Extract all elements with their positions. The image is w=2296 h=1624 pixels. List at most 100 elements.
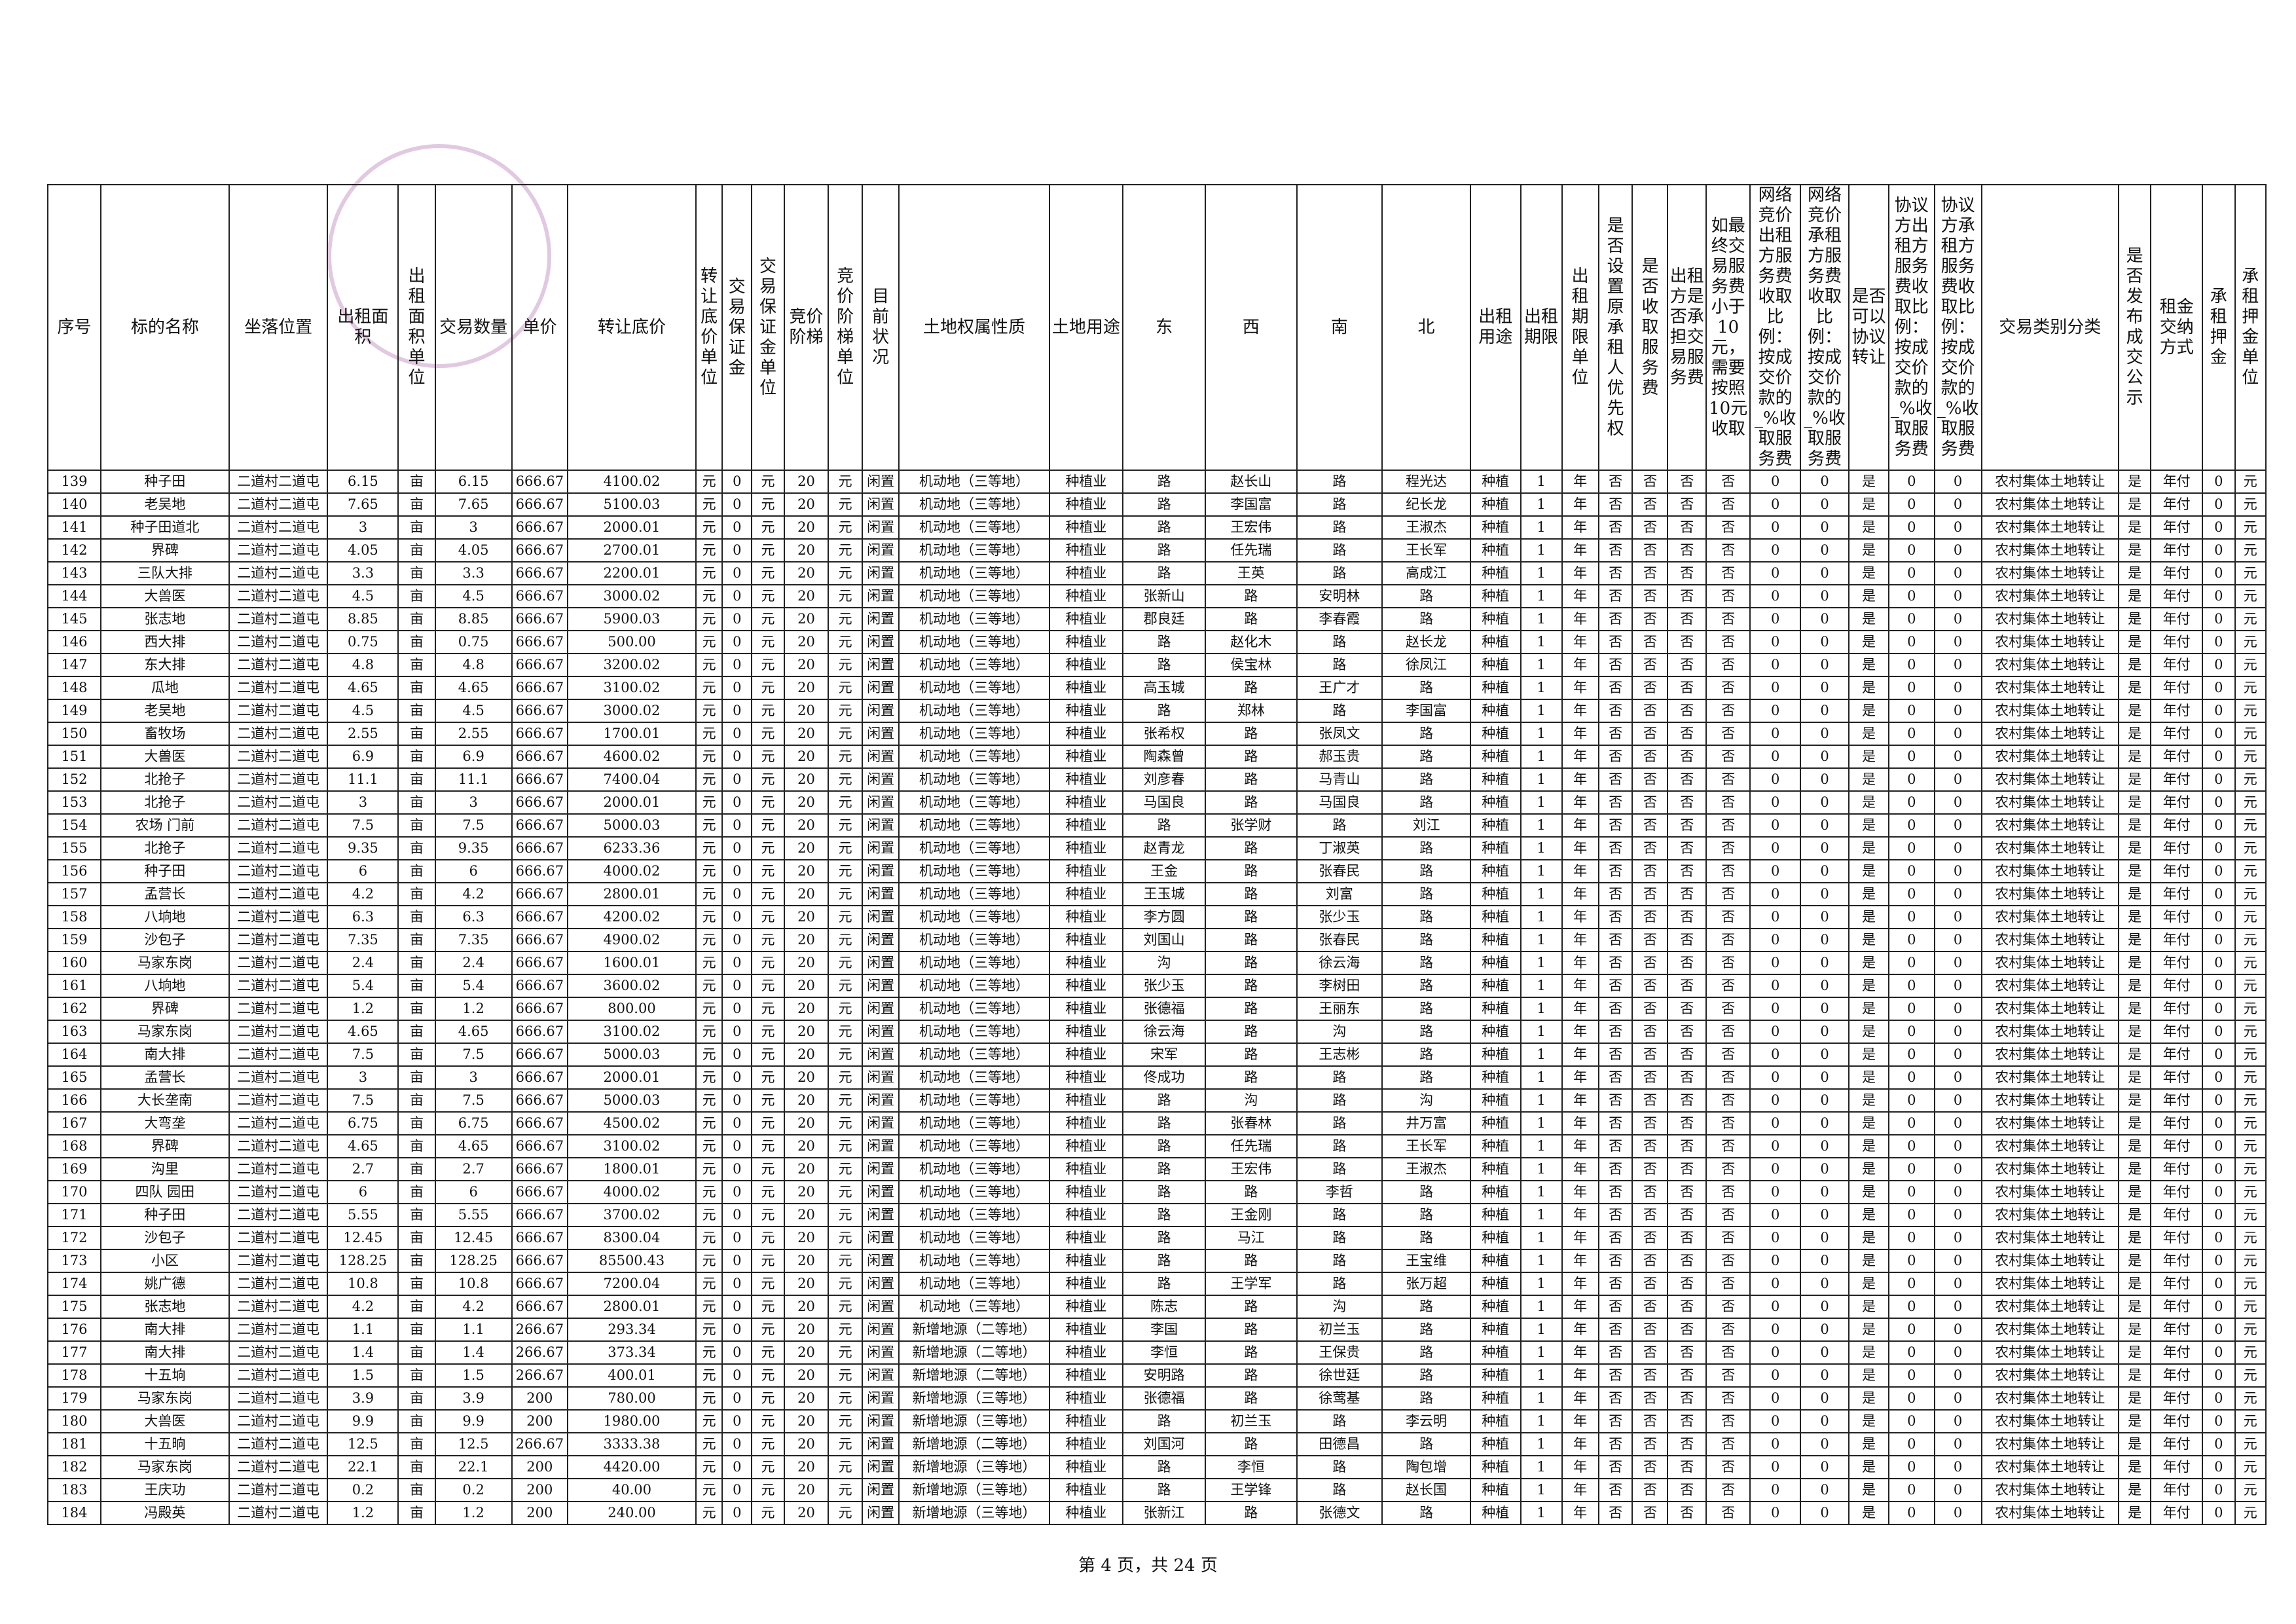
table-cell: 否: [1667, 1386, 1707, 1411]
table-cell: 张德文: [1296, 1501, 1383, 1525]
table-cell: 元: [828, 1386, 863, 1411]
table-cell: 666.67: [511, 722, 569, 746]
table-cell: 是: [2117, 1363, 2152, 1388]
table-cell: 0: [1749, 492, 1801, 517]
table-cell: 2.4: [327, 951, 399, 975]
table-cell: 7.5: [434, 1088, 513, 1113]
table-cell: 二道村二道屯: [228, 538, 329, 563]
table-cell: 元: [751, 1249, 785, 1273]
table-cell: 年: [1561, 1432, 1599, 1456]
table-row: 152 北抢子 二道村二道屯 11.1 亩 11.1 666.67 7400.04 元 0 元 20 元…: [47, 767, 2267, 792]
table-cell: 路: [1122, 1249, 1207, 1273]
table-cell: 否: [1667, 1134, 1707, 1158]
table-cell: 路: [1205, 584, 1298, 608]
table-cell: 否: [1597, 561, 1633, 585]
table-cell: 否: [1705, 1065, 1751, 1090]
table-cell: 3200.02: [567, 653, 697, 677]
table-cell: 是: [1848, 630, 1889, 654]
table-cell: 12.45: [434, 1226, 513, 1250]
table-row: 180 大兽医 二道村二道屯 9.9 亩 9.9 200 1980.00 元 0 元 20 元闲置 新增地…: [47, 1409, 2267, 1433]
table-cell: 农村集体土地转让: [1980, 882, 2119, 906]
table-cell: 0: [1749, 905, 1801, 929]
table-cell: 年: [1561, 836, 1599, 860]
table-cell: 0: [1933, 1249, 1982, 1273]
table-cell: 机动地（三等地）: [898, 584, 1050, 608]
table-cell: 否: [1705, 699, 1751, 723]
table-cell: 刘彦春: [1122, 767, 1207, 792]
table-cell: 二道村二道屯: [228, 1478, 329, 1502]
table-cell: 闲置: [861, 1432, 900, 1456]
table-cell: 亩: [397, 1020, 436, 1044]
table-cell: 是: [1848, 470, 1889, 494]
table-cell: 年付: [2150, 492, 2204, 517]
table-cell: 154: [47, 813, 101, 838]
table-cell: 闲置: [861, 745, 900, 769]
table-cell: 4.05: [327, 538, 399, 563]
table-cell: 6: [434, 1180, 513, 1204]
table-cell: 0: [1799, 653, 1850, 677]
table-cell: 0: [2202, 1478, 2236, 1502]
column-header: 是否设置原承租人优先权: [1597, 184, 1633, 471]
table-cell: 农村集体土地转让: [1980, 561, 2119, 585]
table-cell: 12.5: [327, 1432, 399, 1456]
table-cell: 5000.03: [567, 1043, 697, 1067]
table-cell: 否: [1631, 1134, 1669, 1158]
table-cell: 年: [1561, 1455, 1599, 1479]
table-cell: 否: [1631, 1478, 1669, 1502]
table-cell: 0: [1749, 1180, 1801, 1204]
table-cell: 纪长龙: [1381, 492, 1472, 517]
table-cell: 二道村二道屯: [228, 653, 329, 677]
table-cell: 路: [1296, 1111, 1383, 1135]
table-cell: 亩: [397, 492, 436, 517]
table-cell: 年: [1561, 1501, 1599, 1525]
table-cell: 20: [783, 836, 829, 860]
table-cell: 是: [1848, 974, 1889, 998]
table-cell: 新增地源（二等地）: [898, 1318, 1050, 1342]
table-cell: 0: [1933, 515, 1982, 540]
table-cell: 否: [1597, 1203, 1633, 1227]
table-cell: 元: [695, 653, 723, 677]
table-cell: 二道村二道屯: [228, 859, 329, 883]
table-cell: 二道村二道屯: [228, 974, 329, 998]
table-cell: 是: [1848, 1295, 1889, 1319]
table-cell: 农村集体土地转让: [1980, 1432, 2119, 1456]
table-cell: 李方圆: [1122, 905, 1207, 929]
table-cell: 年: [1561, 1386, 1599, 1411]
table-cell: 路: [1296, 699, 1383, 723]
table-cell: 1: [1520, 745, 1563, 769]
table-cell: 是: [2117, 882, 2152, 906]
table-cell: 闲置: [861, 515, 900, 540]
table-cell: 路: [1381, 1203, 1472, 1227]
table-cell: 张少玉: [1296, 905, 1383, 929]
table-cell: 0: [721, 1088, 753, 1113]
table-cell: 种植: [1470, 699, 1522, 723]
table-cell: 徐世廷: [1296, 1363, 1383, 1388]
column-header: 交易类别分类: [1980, 184, 2119, 471]
table-cell: 否: [1705, 1249, 1751, 1273]
table-cell: 否: [1667, 1180, 1707, 1204]
table-cell: 否: [1597, 1180, 1633, 1204]
table-cell: 0: [1799, 699, 1850, 723]
table-cell: 666.67: [511, 1272, 569, 1296]
table-cell: 亩: [397, 1111, 436, 1135]
table-cell: 1: [1520, 1455, 1563, 1479]
table-cell: 156: [47, 859, 101, 883]
table-cell: 否: [1597, 1295, 1633, 1319]
table-cell: 20: [783, 1478, 829, 1502]
table-cell: 0: [2202, 859, 2236, 883]
table-cell: 农村集体土地转让: [1980, 951, 2119, 975]
table-cell: 亩: [397, 836, 436, 860]
table-cell: 否: [1705, 745, 1751, 769]
table-cell: 3100.02: [567, 676, 697, 700]
table-cell: 1.5: [327, 1363, 399, 1388]
table-cell: 年: [1561, 722, 1599, 746]
table-cell: 元: [2234, 859, 2267, 883]
table-cell: 0: [721, 745, 753, 769]
table-cell: 20: [783, 974, 829, 998]
table-cell: 是: [2117, 1043, 2152, 1067]
table-cell: 否: [1631, 882, 1669, 906]
table-cell: 农村集体土地转让: [1980, 1363, 2119, 1388]
table-cell: 是: [2117, 1226, 2152, 1250]
table-cell: 0: [721, 699, 753, 723]
table-cell: 闲置: [861, 1065, 900, 1090]
